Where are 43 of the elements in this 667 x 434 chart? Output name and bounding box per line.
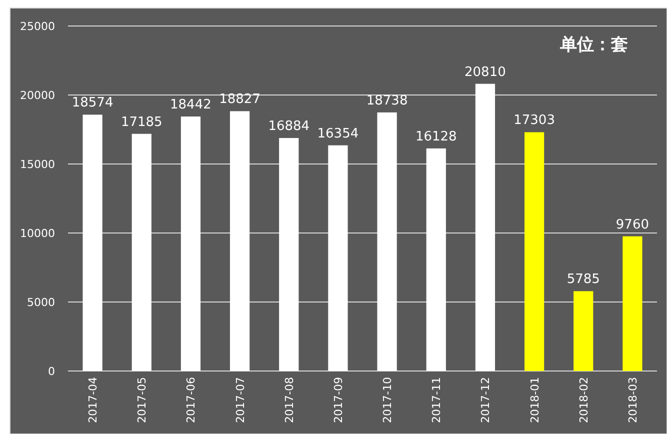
bar (230, 111, 250, 371)
x-tick-label: 2017-09 (332, 377, 345, 423)
y-tick-label: 20000 (20, 89, 55, 102)
data-label: 18574 (72, 96, 114, 111)
x-tick-label: 2017-08 (282, 377, 296, 423)
data-label: 18738 (366, 93, 408, 108)
data-label: 18442 (170, 98, 212, 112)
bar (426, 148, 446, 371)
data-label: 20810 (464, 64, 506, 80)
bar (180, 116, 201, 371)
x-tick-label: 2017-04 (86, 377, 100, 423)
bar (524, 132, 544, 371)
x-tick-label: 2017-07 (234, 377, 247, 423)
x-tick-label: 2017-06 (184, 377, 198, 423)
y-tick-label: 0 (48, 365, 55, 378)
data-label: 16884 (268, 119, 310, 134)
y-tick-label: 15000 (20, 158, 55, 171)
bar (132, 134, 152, 371)
bar (82, 114, 102, 371)
x-tick-label: 2017-11 (430, 377, 444, 423)
y-tick-label: 10000 (20, 227, 55, 240)
x-tick-label: 2018-01 (528, 377, 542, 423)
data-label: 5785 (566, 272, 600, 288)
data-label: 17185 (120, 114, 162, 130)
y-tick-label: 25000 (20, 20, 55, 33)
bar (622, 236, 642, 371)
data-label: 17303 (514, 113, 555, 128)
bar (279, 138, 299, 371)
data-label: 16128 (415, 129, 457, 144)
x-tick-label: 2017-10 (381, 377, 394, 423)
x-tick-label: 2017-12 (479, 377, 492, 423)
x-tick-label: 2018-03 (626, 377, 640, 423)
bar (377, 112, 397, 371)
data-label: 9760 (616, 217, 650, 232)
bar (574, 291, 594, 371)
annotation: 单位：套 (559, 35, 628, 55)
data-label: 18827 (219, 92, 260, 108)
data-label: 16354 (317, 126, 359, 142)
bar (475, 84, 496, 371)
y-tick-label: 5000 (27, 296, 55, 309)
x-tick-label: 2017-05 (136, 377, 149, 423)
x-tick-label: 2018-02 (577, 377, 590, 423)
bar (328, 145, 348, 371)
